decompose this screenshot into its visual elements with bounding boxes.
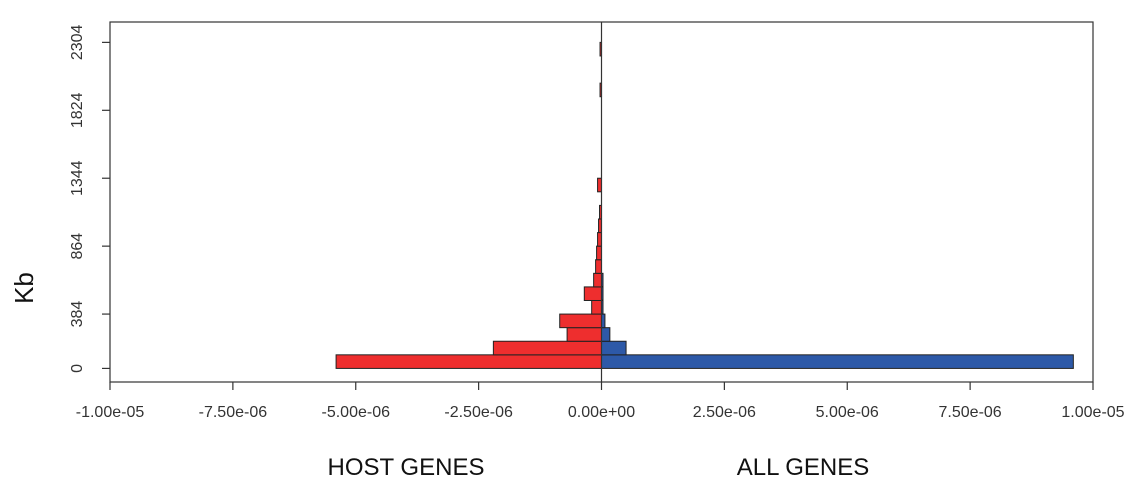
y-tick-label: 864: [69, 233, 86, 260]
host-genes-bar: [583, 286, 602, 301]
y-tick-label: 1824: [69, 92, 86, 128]
all-genes-bar: [601, 340, 627, 356]
y-tick-label: 384: [69, 301, 86, 328]
x-tick-label: -1.00e-05: [76, 404, 145, 421]
host-genes-bar: [591, 299, 602, 315]
x-tick-label: -7.50e-06: [199, 404, 268, 421]
all-genes-bar: [601, 354, 1074, 369]
x-tick-label: 5.00e-06: [816, 404, 879, 421]
host-genes-bar: [596, 245, 603, 261]
x-tick-label: 2.50e-06: [693, 404, 756, 421]
host-genes-bar: [566, 327, 602, 342]
x-tick-label: 0.00e+00: [568, 404, 635, 421]
x-tick-label: 1.00e-05: [1061, 404, 1124, 421]
host-genes-bar: [335, 354, 602, 369]
x-tick-label: -2.50e-06: [444, 404, 513, 421]
host-genes-bar: [593, 272, 602, 288]
y-axis-title: Kb: [9, 272, 39, 304]
host-genes-label: HOST GENES: [328, 454, 485, 481]
host-genes-bar: [595, 259, 602, 274]
y-tick-label: 2304: [69, 24, 86, 60]
host-genes-bar: [559, 313, 602, 329]
y-tick-label: 0: [69, 364, 86, 373]
y-tick-label: 1344: [69, 160, 86, 196]
x-tick-label: -5.00e-06: [322, 404, 391, 421]
x-axis: -1.00e-05 -7.50e-06 -5.00e-06 -2.50e-06 0.00…: [76, 382, 1125, 421]
all-genes-bar: [601, 327, 611, 342]
y-axis: 0 384 864 1344 1824 2304: [69, 24, 110, 373]
x-tick-label: 7.50e-06: [939, 404, 1002, 421]
host-genes-bar: [492, 340, 602, 356]
all-genes-label: ALL GENES: [737, 454, 870, 481]
